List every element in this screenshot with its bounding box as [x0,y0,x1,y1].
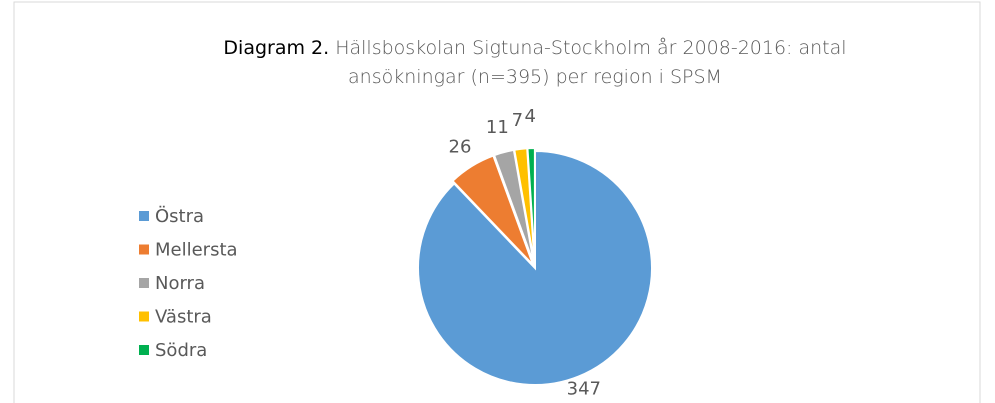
data-label: 11 [486,117,509,138]
legend-label: Östra [155,205,204,227]
data-label: 4 [524,106,535,127]
chart-title: Diagram 2. Hällsboskolan Sigtuna-Stockho… [200,34,870,92]
pie-slice [417,149,653,386]
legend-swatch [139,311,149,322]
data-label: 347 [567,379,601,400]
title-bold: Diagram 2. [223,37,330,59]
data-label: 7 [512,110,523,131]
title-text: Hällsboskolan Sigtuna-Stockholm år 2008-… [335,37,847,88]
legend-label: Mellersta [155,240,238,261]
data-label: 26 [449,136,472,157]
legend-swatch [139,345,149,355]
legend-label: Västra [155,307,212,328]
chart-border [13,1,981,403]
legend-swatch [139,244,149,255]
legend-swatch [139,278,149,288]
legend-label: Norra [155,273,205,294]
legend-label: Södra [155,340,207,361]
legend-swatch [139,211,149,221]
pie-slice [526,147,536,266]
